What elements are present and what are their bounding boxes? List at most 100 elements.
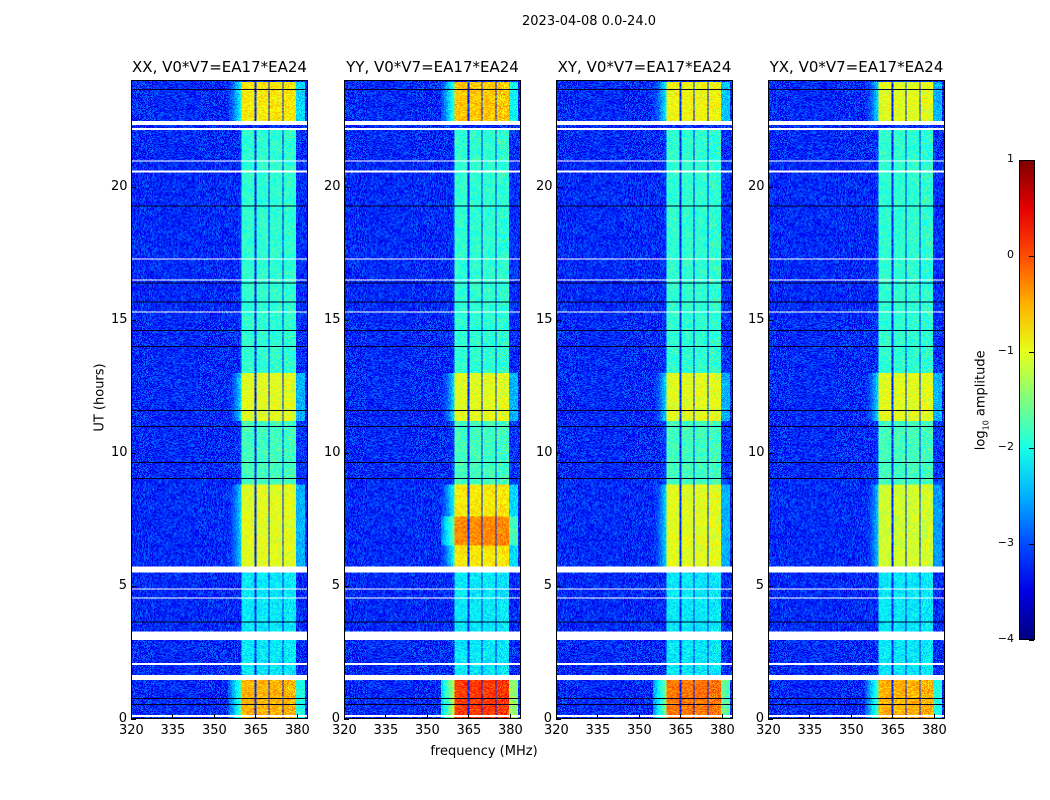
y-tick [344,319,349,321]
y-tick-label: 10 [111,444,128,460]
colorbar-tick [1029,544,1034,545]
y-tick [768,186,773,188]
x-tick [468,714,470,719]
panel-title: YY, V0*V7=EA17*EA24 [346,58,519,76]
x-tick [131,714,132,719]
x-tick [255,714,257,719]
panel-title: XY, V0*V7=EA17*EA24 [557,58,732,76]
x-tick-label: 350 [201,723,227,738]
x-tick-label: 335 [585,723,611,738]
x-axis-label: frequency (MHz) [430,744,538,759]
colorbar-tick-label: −4 [997,632,1014,645]
x-tick-label: 365 [456,723,482,738]
y-tick [344,452,349,454]
heatmap-panel-yx [768,80,945,719]
y-tick-label: 15 [536,311,553,327]
x-tick [213,714,215,719]
x-tick-label: 365 [243,723,269,738]
y-tick [131,186,136,188]
x-tick [426,714,428,719]
heatmap-panel-xx [131,80,308,719]
y-tick-label: 15 [111,311,128,327]
y-tick-label: 0 [543,711,552,726]
colorbar-tick-label: 0 [1007,248,1014,261]
x-tick-label: 365 [668,723,694,738]
colorbar-tick-label: −3 [997,536,1014,549]
x-tick [344,714,345,719]
x-tick [385,714,387,719]
y-tick-label: 5 [331,577,340,593]
colorbar-tick [1029,640,1034,641]
x-tick-label: 350 [626,723,652,738]
y-tick [344,186,349,188]
x-tick [892,714,894,719]
y-tick-label: 15 [324,311,341,327]
x-tick [850,714,852,719]
colorbar-tick [1029,352,1034,353]
x-tick-label: 380 [497,723,523,738]
y-tick-label: 5 [543,577,552,593]
x-tick [721,714,723,719]
panel-title: YX, V0*V7=EA17*EA24 [769,58,944,76]
x-tick-label: 380 [284,723,310,738]
colorbar-tick [1029,448,1034,449]
x-tick [809,714,811,719]
y-tick-label: 0 [331,711,340,726]
x-tick [768,714,769,719]
x-tick-label: 380 [921,723,947,738]
x-tick-label: 320 [119,723,144,738]
colorbar-tick-label: 1 [1007,152,1014,165]
panel-title: XX, V0*V7=EA17*EA24 [132,58,307,76]
y-tick-label: 20 [111,178,128,194]
y-tick-label: 0 [755,711,764,726]
y-tick [556,186,561,188]
y-tick [556,719,561,720]
y-tick [768,452,773,454]
y-tick [344,585,349,587]
colorbar-tick-label: −2 [997,440,1014,453]
colorbar-label: log10 amplitude [973,350,991,451]
y-tick-label: 20 [324,178,341,194]
y-tick-label: 10 [536,444,553,460]
x-tick [597,714,599,719]
y-tick-label: 10 [324,444,341,460]
y-tick-label: 5 [118,577,127,593]
y-tick-label: 20 [748,178,765,194]
colorbar-tick [1029,160,1034,161]
y-tick [131,452,136,454]
x-tick-label: 335 [160,723,186,738]
y-axis-label: UT (hours) [92,363,108,432]
x-tick [172,714,174,719]
x-tick-label: 350 [838,723,864,738]
y-tick [768,719,773,720]
x-tick [680,714,682,719]
heatmap-panel-xy [556,80,733,719]
y-tick [131,319,136,321]
y-tick [556,585,561,587]
heatmap-panel-yy [344,80,521,719]
y-tick-label: 20 [536,178,553,194]
x-tick [556,714,557,719]
x-tick-label: 335 [797,723,823,738]
y-tick-label: 15 [748,311,765,327]
y-tick-label: 10 [748,444,765,460]
x-tick-label: 335 [373,723,399,738]
x-tick [933,714,935,719]
x-tick-label: 320 [544,723,569,738]
x-tick-label: 350 [414,723,440,738]
colorbar-tick [1029,256,1034,257]
colorbar [1019,160,1035,640]
y-tick [344,719,349,720]
x-tick [638,714,640,719]
colorbar-tick-label: −1 [997,344,1014,357]
y-tick [768,585,773,587]
y-tick-label: 5 [755,577,764,593]
y-tick [131,719,136,720]
x-tick-label: 320 [756,723,781,738]
figure-title: 2023-04-08 0.0-24.0 [522,14,656,29]
x-tick-label: 320 [332,723,357,738]
y-tick-label: 0 [118,711,127,726]
y-tick [131,585,136,587]
y-tick [556,319,561,321]
